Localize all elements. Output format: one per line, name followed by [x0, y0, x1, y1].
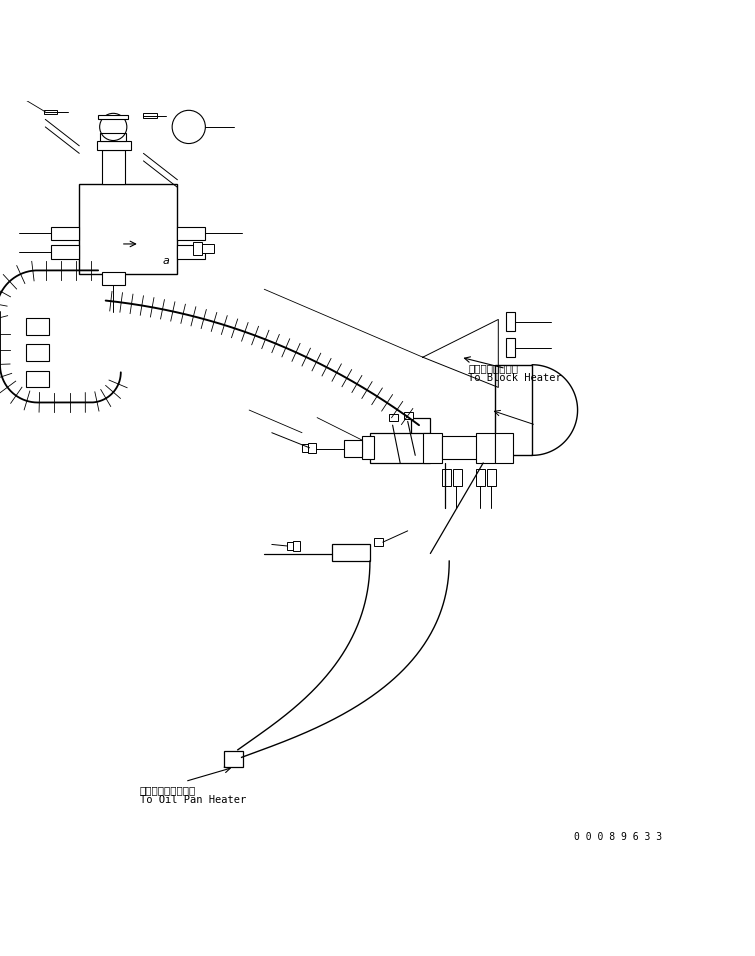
- Bar: [79, 184, 177, 274]
- Bar: [404, 412, 413, 419]
- Bar: [98, 115, 128, 120]
- Bar: [293, 541, 300, 552]
- Bar: [453, 469, 462, 486]
- Bar: [202, 244, 214, 253]
- Bar: [370, 433, 430, 463]
- Text: オイルパンヒータヘ: オイルパンヒータヘ: [140, 785, 196, 794]
- Bar: [344, 441, 362, 457]
- Bar: [442, 469, 451, 486]
- Bar: [143, 114, 157, 118]
- Text: To Oil Pan Heater: To Oil Pan Heater: [140, 794, 246, 805]
- Text: ブロックヒータヘ: ブロックヒータヘ: [468, 363, 518, 374]
- Bar: [308, 444, 316, 453]
- Bar: [506, 338, 515, 358]
- Bar: [423, 433, 442, 463]
- Bar: [495, 365, 532, 455]
- Bar: [476, 469, 485, 486]
- Bar: [26, 318, 49, 335]
- Bar: [100, 133, 126, 141]
- Bar: [26, 344, 49, 361]
- Bar: [287, 542, 296, 550]
- Bar: [97, 141, 131, 149]
- Bar: [193, 242, 202, 255]
- Text: To Block Heater: To Block Heater: [468, 374, 562, 383]
- Bar: [51, 246, 79, 259]
- Bar: [495, 433, 513, 463]
- Text: a: a: [162, 256, 170, 267]
- Bar: [44, 110, 57, 114]
- Bar: [506, 312, 515, 331]
- Bar: [102, 272, 125, 286]
- Bar: [389, 414, 398, 422]
- Bar: [442, 437, 491, 459]
- Bar: [476, 433, 495, 463]
- Bar: [51, 227, 79, 240]
- Bar: [411, 418, 430, 437]
- Bar: [177, 246, 205, 259]
- Bar: [26, 371, 49, 387]
- Text: 0 0 0 8 9 6 3 3: 0 0 0 8 9 6 3 3: [574, 833, 662, 842]
- Bar: [302, 444, 311, 451]
- Bar: [177, 227, 205, 240]
- Bar: [487, 469, 496, 486]
- Bar: [362, 437, 374, 459]
- Bar: [374, 538, 383, 546]
- Bar: [224, 750, 243, 767]
- Bar: [332, 544, 370, 561]
- Bar: [102, 149, 125, 184]
